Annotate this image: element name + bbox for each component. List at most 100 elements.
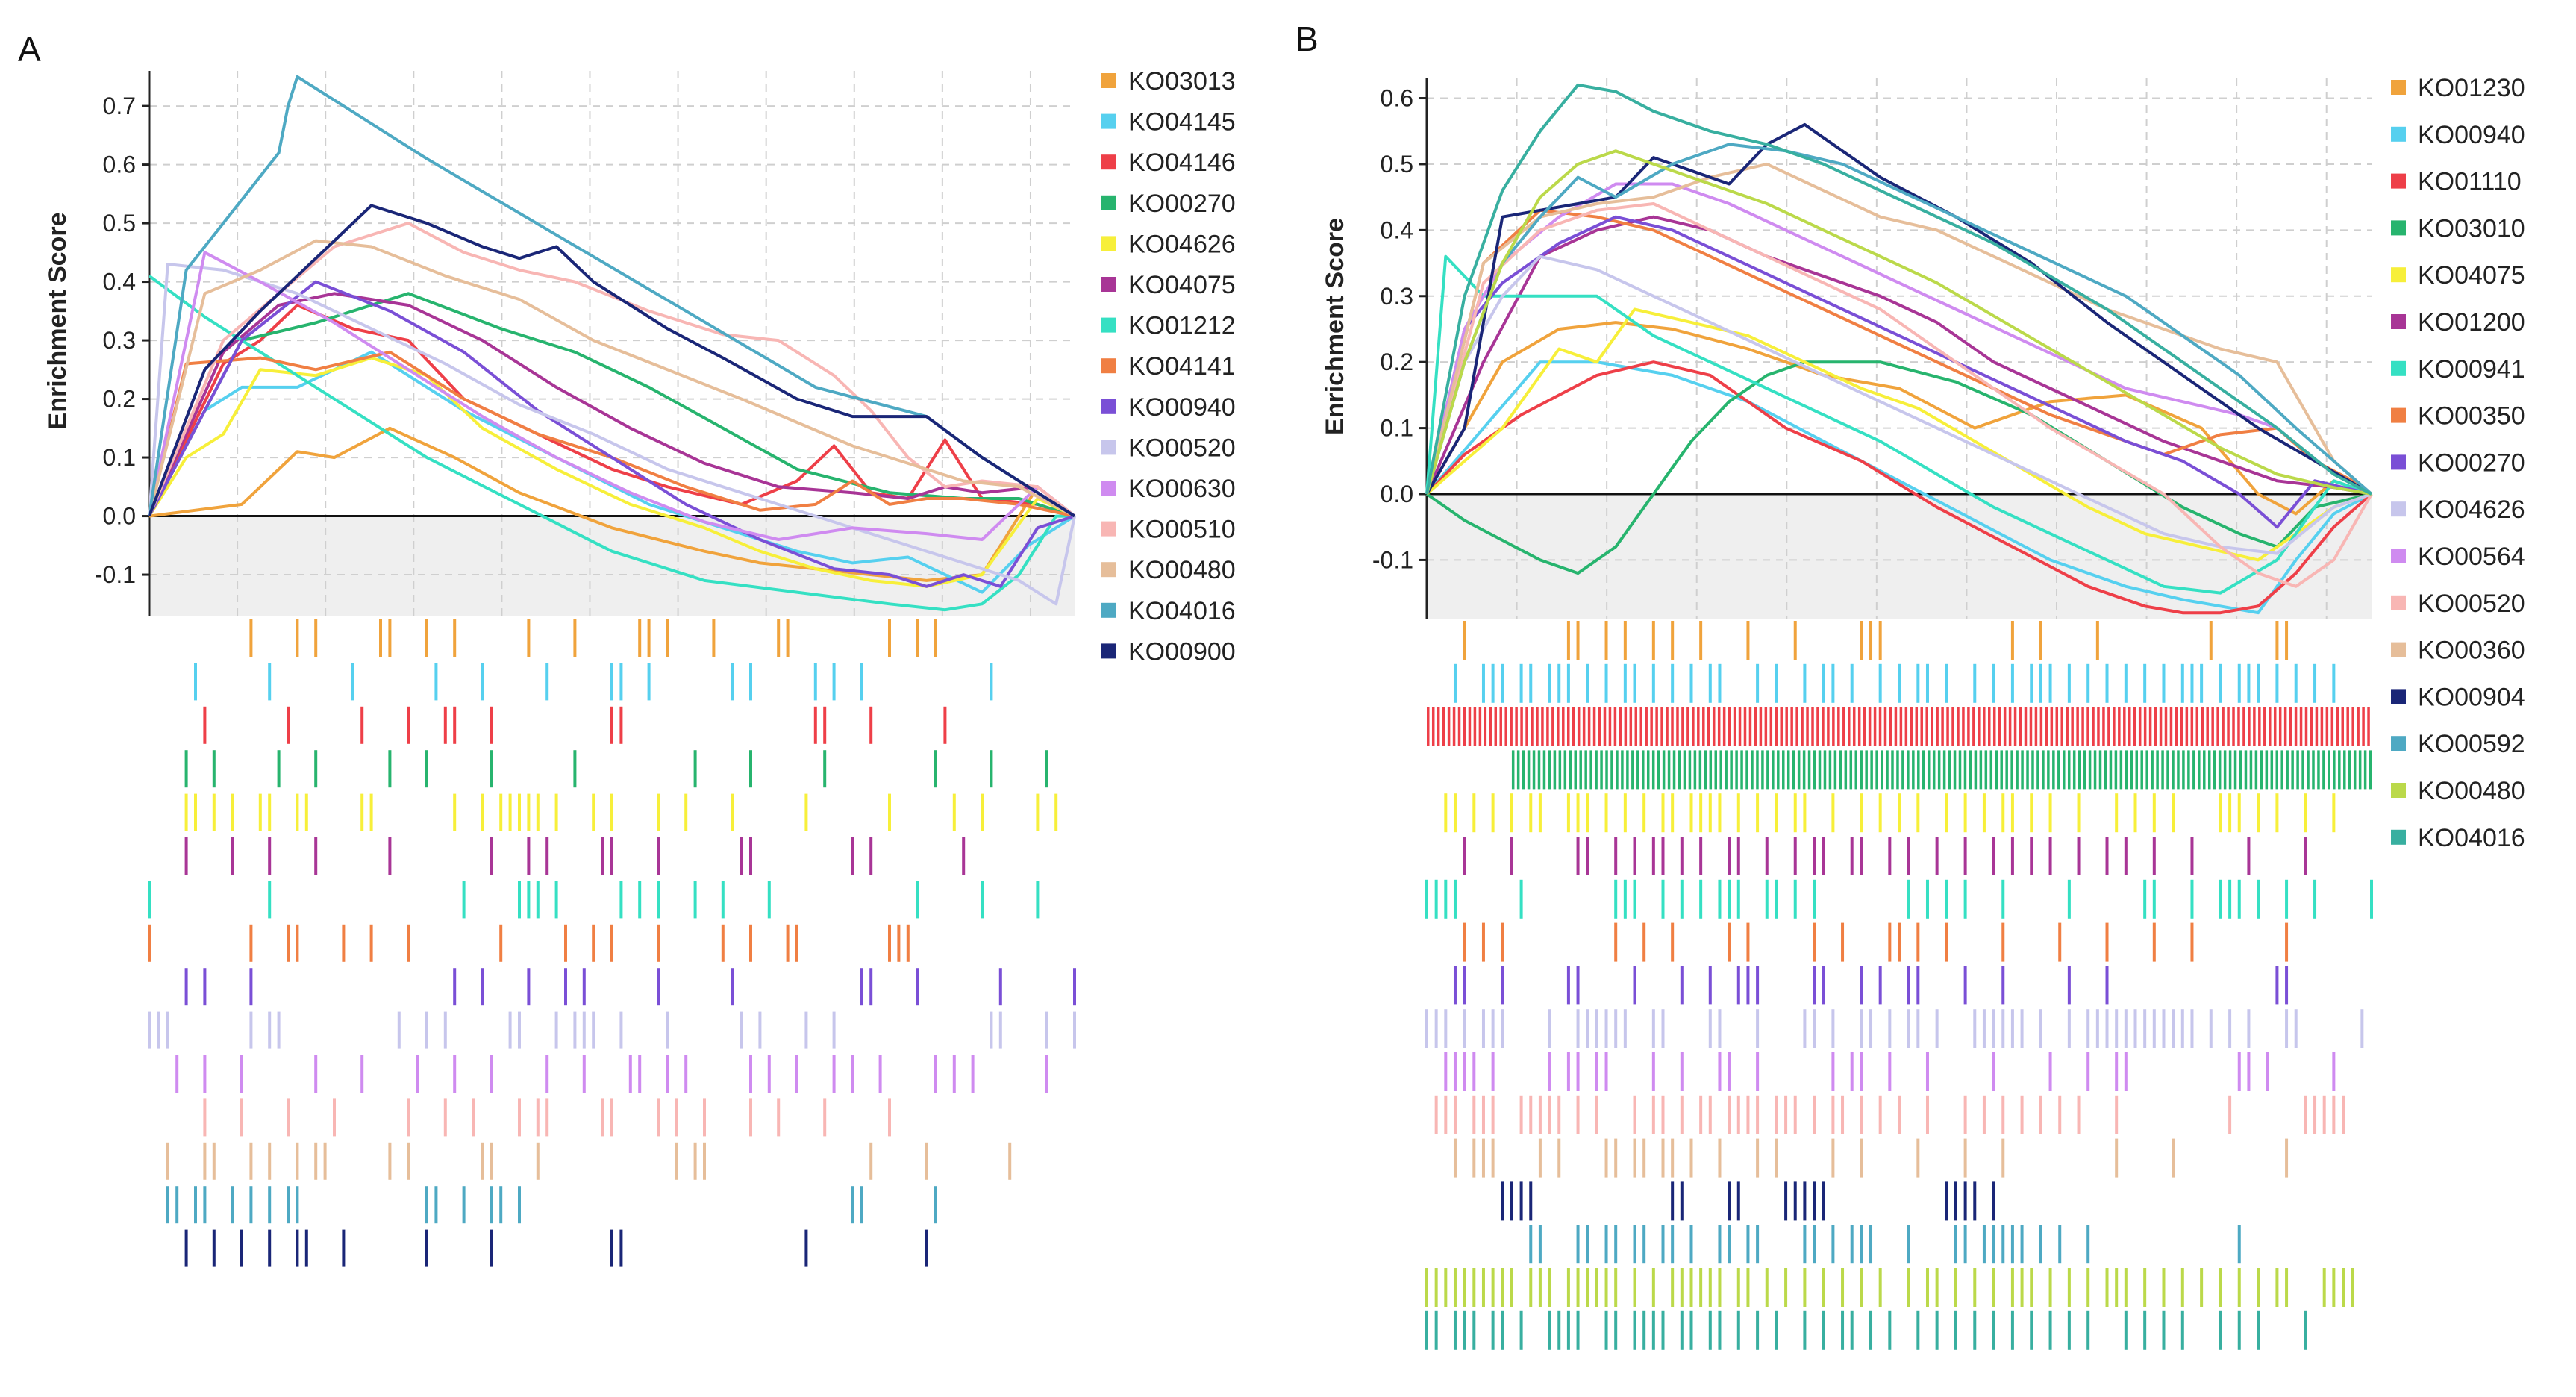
hit-bar — [1494, 707, 1498, 746]
hit-bar — [777, 1098, 781, 1137]
hit-bar — [2198, 750, 2201, 790]
hit-bar — [666, 1011, 669, 1049]
hit-bar — [323, 1142, 327, 1180]
legend-label: KO00900 — [1128, 637, 1236, 666]
hit-bar — [2219, 663, 2222, 703]
hit-bar — [1775, 707, 1778, 746]
legend-label: KO04626 — [2418, 496, 2525, 524]
hit-bar — [2093, 750, 2097, 790]
hit-bar — [2358, 750, 2362, 790]
hit-bar — [2294, 707, 2298, 746]
hit-bar — [703, 1098, 706, 1137]
hit-bar — [2000, 750, 2003, 790]
hit-bar — [1865, 750, 1868, 790]
legend-label: KO00941 — [2418, 355, 2525, 384]
hit-bar — [628, 1055, 632, 1093]
hit-bar — [1756, 1009, 1760, 1048]
legend-label: KO00360 — [2418, 637, 2525, 665]
hit-bar — [1860, 837, 1863, 875]
hit-bar — [2058, 1225, 2062, 1264]
hit-bar — [1491, 793, 1495, 833]
hit-bar — [1904, 707, 1908, 746]
hit-bar — [1828, 750, 1832, 790]
hit-bar — [1616, 750, 1619, 790]
hit-bar — [1922, 750, 1925, 790]
hit-bar — [2172, 1138, 2175, 1178]
legend-swatch — [2391, 267, 2406, 283]
hit-bar — [2086, 663, 2090, 703]
hit-bar — [1718, 1225, 1722, 1264]
hit-bar — [1576, 1095, 1580, 1134]
hit-bar — [2105, 922, 2109, 962]
y-tick-label: 0.1 — [1381, 415, 1413, 442]
hit-bar — [314, 619, 318, 657]
hit-bar — [592, 1011, 595, 1049]
hit-bar — [2270, 750, 2274, 790]
hit-bar — [1680, 1268, 1684, 1307]
hit-bar — [657, 924, 660, 962]
hit-bar — [1444, 1095, 1448, 1134]
hit-bar — [1548, 1052, 1551, 1091]
hit-bar — [1898, 922, 1901, 962]
hit-bar — [740, 1011, 743, 1049]
hit-bar — [1803, 663, 1807, 703]
hit-bar — [1692, 707, 1695, 746]
hit-bar — [2247, 663, 2251, 703]
hit-bar — [1756, 966, 1760, 1005]
hit-bar — [2190, 922, 2194, 962]
hit-bar — [314, 750, 318, 788]
hit-bar — [1725, 750, 1728, 790]
hit-bar — [2209, 621, 2213, 660]
hit-bar — [1850, 1052, 1854, 1091]
hit-bar — [693, 881, 697, 919]
hit-bar — [184, 1229, 188, 1267]
hit-bar — [1916, 1138, 1920, 1178]
hit-bar — [2105, 1268, 2109, 1307]
hit-bar — [240, 1055, 243, 1093]
hit-bar — [1576, 966, 1580, 1005]
hit-bar — [1519, 663, 1523, 703]
hit-bar — [1719, 750, 1722, 790]
hit-bar — [249, 619, 253, 657]
hit-bar — [1953, 750, 1957, 790]
hit-bar — [610, 1098, 613, 1137]
hit-bar — [554, 793, 558, 831]
hit-bar — [1650, 707, 1653, 746]
hit-bar — [508, 793, 512, 831]
hit-bar — [1566, 1310, 1570, 1350]
hit-bar — [2039, 621, 2042, 660]
hit-bar — [2247, 1009, 2251, 1048]
hit-bar — [1775, 793, 1778, 833]
hit-bar — [2190, 1009, 2194, 1048]
hit-bar — [2237, 707, 2240, 746]
hit-bar — [1811, 707, 1814, 746]
legend-label: KO00592 — [2418, 730, 2525, 758]
hit-bar — [2341, 707, 2344, 746]
hit-bar — [2124, 1268, 2128, 1307]
hit-bar — [1689, 793, 1693, 833]
hit-bar — [2114, 750, 2118, 790]
hit-bar — [2237, 879, 2241, 919]
hit-bar — [1548, 1095, 1551, 1134]
hit-bar — [407, 1098, 410, 1137]
hit-bar — [388, 837, 392, 875]
hit-bar — [1740, 750, 1743, 790]
hit-bar — [2010, 793, 2014, 833]
hit-bar — [1925, 1052, 1929, 1091]
hit-bar — [157, 1011, 160, 1049]
series-line-ko00480 — [148, 239, 1075, 518]
hit-bar — [916, 619, 919, 657]
hit-bar — [832, 663, 836, 701]
hit-bar — [1425, 1268, 1428, 1307]
hit-bar — [2166, 750, 2169, 790]
hit-bar — [545, 837, 549, 875]
hit-bar — [1434, 879, 1438, 919]
hit-bar — [2060, 707, 2063, 746]
hit-bar — [2223, 750, 2227, 790]
hit-bar — [2048, 793, 2052, 833]
hit-bar — [2095, 621, 2099, 660]
hit-bar — [333, 1098, 336, 1137]
hit-bar — [1746, 1268, 1750, 1307]
legend-label: KO00564 — [2418, 543, 2525, 571]
hit-bar — [860, 1186, 863, 1224]
